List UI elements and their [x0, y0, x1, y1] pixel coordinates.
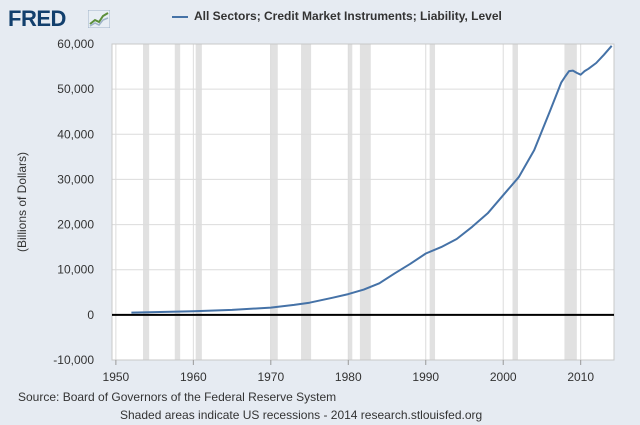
y-tick-label: 60,000 — [57, 37, 94, 51]
y-tick-label: 40,000 — [57, 127, 94, 141]
x-tick-label: 1960 — [180, 370, 207, 384]
x-tick-label: 2010 — [567, 370, 594, 384]
source-text: Source: Board of Governors of the Federa… — [18, 390, 337, 404]
recession-note: Shaded areas indicate US recessions - 20… — [120, 408, 483, 422]
recession-band — [512, 44, 518, 360]
recession-band — [359, 44, 371, 360]
recession-band — [564, 44, 577, 360]
recession-band — [142, 44, 150, 360]
chart-trend-icon — [88, 10, 110, 28]
recession-band — [301, 44, 312, 360]
y-axis-title: (Billions of Dollars) — [15, 152, 29, 252]
x-tick-label: 1980 — [335, 370, 362, 384]
y-tick-label: -10,000 — [53, 353, 94, 367]
legend-swatch — [172, 15, 188, 18]
y-tick-label: 10,000 — [57, 263, 94, 277]
recession-band — [270, 44, 278, 360]
recession-band — [195, 44, 202, 360]
y-tick-label: 50,000 — [57, 82, 94, 96]
plot-border — [111, 43, 615, 361]
y-tick-label: 30,000 — [57, 172, 94, 186]
x-tick-label: 1950 — [103, 370, 130, 384]
recession-band — [429, 44, 436, 360]
x-tick-label: 2000 — [490, 370, 517, 384]
y-tick-label: 20,000 — [57, 218, 94, 232]
recession-band — [174, 44, 181, 360]
legend-label: All Sectors; Credit Market Instruments; … — [194, 9, 502, 23]
fred-logo[interactable]: FRED — [8, 6, 66, 31]
recession-band — [348, 44, 353, 360]
y-tick-label: 0 — [87, 308, 94, 322]
series-line — [131, 45, 613, 314]
x-tick-label: 1970 — [257, 370, 284, 384]
legend: All Sectors; Credit Market Instruments; … — [172, 9, 502, 23]
x-tick-label: 1990 — [412, 370, 439, 384]
